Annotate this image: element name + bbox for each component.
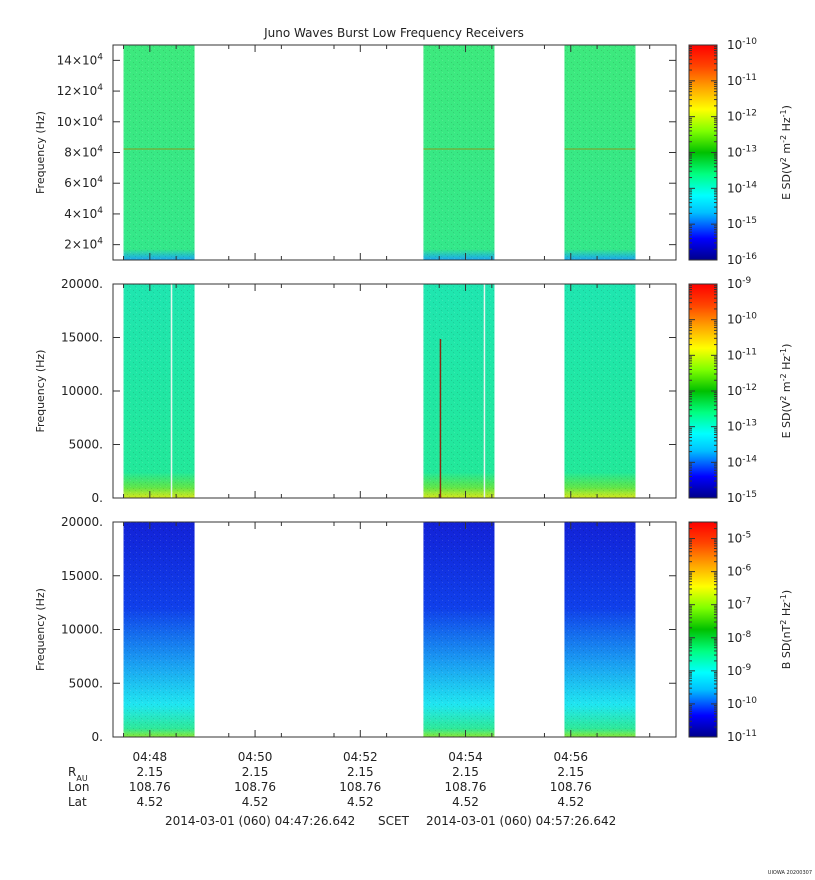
burst-texture bbox=[423, 45, 495, 260]
colorbar-tick-label: 10-7 bbox=[727, 597, 751, 612]
y-tick-label: 8×104 bbox=[64, 145, 103, 160]
ephemeris-value: 2.15 bbox=[347, 765, 374, 779]
y-tick-label: 10×104 bbox=[57, 114, 104, 129]
time-tick-label: 04:52 bbox=[343, 750, 378, 764]
y-axis-label: Frequency (Hz) bbox=[34, 350, 47, 433]
colorbar bbox=[688, 521, 718, 738]
uiowa-stamp: UIOWA 20200307 bbox=[768, 870, 812, 876]
ephemeris-row-label: RAU bbox=[68, 765, 88, 783]
colorbar-tick-label: 10-10 bbox=[727, 696, 757, 711]
y-tick-label: 15000. bbox=[61, 331, 103, 345]
colorbar-tick-label: 10-15 bbox=[727, 216, 757, 231]
colorbar-tick-label: 10-14 bbox=[727, 180, 757, 195]
colorbar-tick-label: 10-9 bbox=[727, 663, 752, 678]
ephemeris-row-label: Lat bbox=[68, 795, 87, 809]
colorbar-tick-label: 10-5 bbox=[727, 531, 751, 546]
y-tick-label: 4×104 bbox=[64, 206, 103, 221]
colorbar-tick-label: 10-12 bbox=[727, 109, 757, 124]
y-tick-label: 10000. bbox=[61, 384, 103, 398]
colorbar-tick-label: 10-12 bbox=[727, 383, 757, 398]
y-tick-label: 14×104 bbox=[57, 52, 104, 67]
burst-texture bbox=[564, 45, 636, 260]
ephemeris-value: 108.76 bbox=[445, 780, 487, 794]
panels: 2×104 4×104 6×104 8×104 10×104 12×104 14×104 Fr… bbox=[34, 37, 793, 744]
ephemeris-value: 108.76 bbox=[339, 780, 381, 794]
spectrogram-panel-1: 2×104 4×104 6×104 8×104 10×104 12×104 14×104 Fr… bbox=[34, 37, 793, 267]
y-tick-label: 12×104 bbox=[57, 83, 104, 98]
chart-title: Juno Waves Burst Low Frequency Receivers bbox=[263, 26, 524, 40]
colorbar-tick-label: 10-15 bbox=[727, 490, 757, 505]
y-axis-label: Frequency (Hz) bbox=[34, 588, 47, 671]
ephemeris-value: 2.15 bbox=[136, 765, 163, 779]
y-tick-label: 2×104 bbox=[64, 237, 103, 252]
ephemeris-value: 2.15 bbox=[557, 765, 584, 779]
burst-texture bbox=[564, 284, 636, 498]
ephemeris-value: 2.15 bbox=[452, 765, 479, 779]
time-tick-label: 04:50 bbox=[238, 750, 273, 764]
scet-start: 2014-03-01 (060) 04:47:26.642 bbox=[165, 814, 355, 828]
colorbar-tick-label: 10-11 bbox=[727, 729, 757, 744]
colorbar-label: E SD(V2 m-2 Hz-1) bbox=[779, 105, 794, 200]
colorbar-tick-label: 10-10 bbox=[727, 37, 757, 52]
burst-texture bbox=[123, 284, 195, 498]
ephemeris-value: 4.52 bbox=[242, 795, 269, 809]
y-tick-label: 0. bbox=[92, 730, 103, 744]
y-tick-label: 15000. bbox=[61, 569, 103, 583]
ephemeris-table: RAU 2.15 2.15 2.15 2.15 2.15 Lon 108.76 108.76 10… bbox=[68, 765, 592, 809]
scet-label: SCET bbox=[378, 814, 410, 828]
y-tick-label: 20000. bbox=[61, 277, 103, 291]
ephemeris-value: 4.52 bbox=[136, 795, 163, 809]
spectrogram-panel-2: 0. 5000. 10000. 15000. 20000. Frequency (Hz) 1… bbox=[34, 276, 793, 505]
time-axis: 04:48 04:50 04:52 04:54 04:56 bbox=[133, 750, 589, 764]
colorbar-tick-label: 10-10 bbox=[727, 312, 757, 327]
time-tick-label: 04:56 bbox=[553, 750, 588, 764]
colorbar-label: E SD(V2 m-2 Hz-1) bbox=[779, 344, 794, 439]
time-tick-label: 04:54 bbox=[448, 750, 483, 764]
ephemeris-value: 4.52 bbox=[557, 795, 584, 809]
burst-texture bbox=[564, 522, 636, 737]
time-tick-label: 04:48 bbox=[133, 750, 168, 764]
spectrogram-panel-3: 0. 5000. 10000. 15000. 20000. Frequency (Hz) 1… bbox=[34, 515, 793, 744]
colorbar-tick-label: 10-8 bbox=[727, 630, 752, 645]
colorbar-tick-label: 10-13 bbox=[727, 419, 757, 434]
colorbar-tick-label: 10-11 bbox=[727, 347, 757, 362]
burst-texture bbox=[123, 522, 195, 737]
colorbar-tick-label: 10-6 bbox=[727, 564, 752, 579]
burst-texture bbox=[423, 284, 495, 498]
scet-footer: 2014-03-01 (060) 04:47:26.642 SCET 2014-… bbox=[165, 814, 616, 828]
colorbar-label: B SD(nT2 Hz-1) bbox=[779, 590, 794, 669]
ephemeris-value: 108.76 bbox=[129, 780, 171, 794]
ephemeris-value: 4.52 bbox=[452, 795, 479, 809]
colorbar-tick-label: 10-16 bbox=[727, 252, 757, 267]
colorbar-tick-label: 10-9 bbox=[727, 276, 752, 291]
y-tick-label: 6×104 bbox=[64, 175, 103, 190]
burst-texture bbox=[123, 45, 195, 260]
ephemeris-value: 2.15 bbox=[242, 765, 269, 779]
y-tick-label: 0. bbox=[92, 491, 103, 505]
scet-end: 2014-03-01 (060) 04:57:26.642 bbox=[426, 814, 616, 828]
colorbar-tick-label: 10-11 bbox=[727, 73, 757, 88]
colorbar-tick-label: 10-14 bbox=[727, 454, 757, 469]
y-axis-label: Frequency (Hz) bbox=[34, 111, 47, 194]
ephemeris-row-label: Lon bbox=[68, 780, 89, 794]
y-tick-label: 20000. bbox=[61, 515, 103, 529]
ephemeris-value: 4.52 bbox=[347, 795, 374, 809]
y-tick-label: 5000. bbox=[69, 438, 103, 452]
y-tick-label: 10000. bbox=[61, 623, 103, 637]
colorbar-tick-label: 10-13 bbox=[727, 145, 757, 160]
burst-texture bbox=[423, 522, 495, 737]
y-tick-label: 5000. bbox=[69, 676, 103, 690]
ephemeris-value: 108.76 bbox=[550, 780, 592, 794]
ephemeris-value: 108.76 bbox=[234, 780, 276, 794]
